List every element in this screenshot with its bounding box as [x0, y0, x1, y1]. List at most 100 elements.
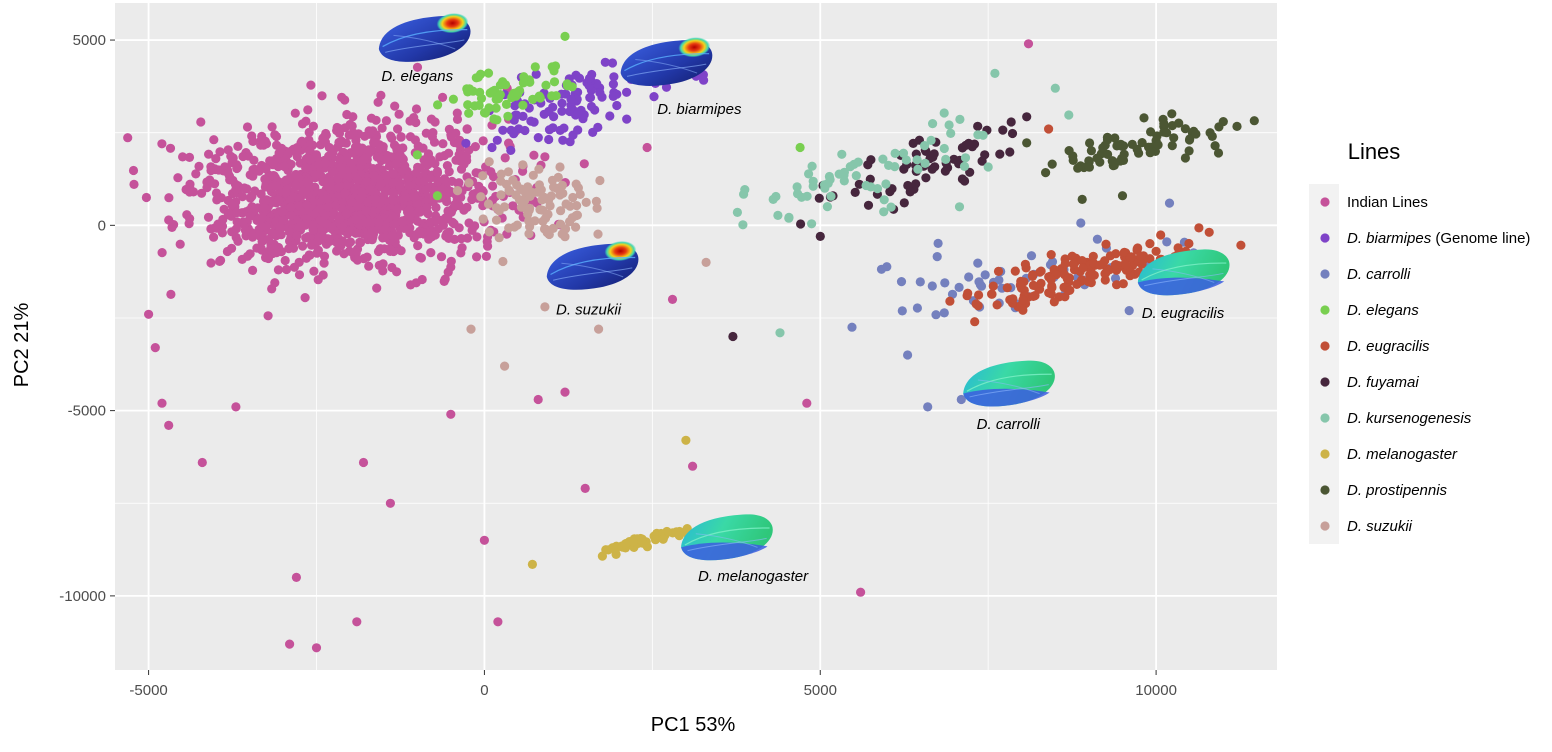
data-point — [612, 100, 622, 111]
y-tick-label: 5000 — [73, 32, 106, 49]
data-point — [423, 160, 433, 170]
data-point — [396, 246, 406, 256]
data-point — [471, 73, 481, 83]
data-point — [479, 535, 489, 545]
data-point — [378, 266, 388, 276]
data-point — [899, 198, 909, 208]
data-point — [334, 214, 344, 224]
data-point — [494, 233, 504, 243]
data-point — [941, 154, 951, 164]
data-point — [216, 255, 226, 265]
data-point — [608, 543, 618, 553]
data-point — [284, 244, 294, 254]
data-point — [1002, 283, 1012, 293]
data-point — [1102, 132, 1112, 142]
series-d-kursenogenesis — [732, 68, 1074, 338]
data-point — [281, 175, 291, 185]
data-point — [466, 324, 476, 334]
data-point — [496, 169, 506, 179]
data-point — [595, 175, 605, 186]
data-point — [184, 152, 195, 162]
data-point — [496, 190, 506, 200]
data-point — [940, 278, 950, 288]
data-point — [283, 149, 293, 159]
data-point — [128, 165, 139, 176]
data-point — [1145, 148, 1155, 158]
data-point — [362, 252, 372, 262]
data-point — [927, 164, 937, 174]
data-point — [259, 203, 269, 213]
legend-label: D. fuyamai — [1347, 374, 1419, 391]
data-point — [228, 153, 238, 163]
data-point — [881, 179, 891, 189]
data-point — [474, 181, 484, 191]
data-point — [947, 289, 958, 299]
legend-item: D. eugracilis — [1320, 338, 1430, 355]
x-tick-label: 10000 — [1135, 682, 1177, 699]
data-point — [886, 202, 896, 212]
data-point — [375, 143, 385, 153]
data-point — [1132, 144, 1142, 154]
data-point — [571, 179, 581, 189]
data-point — [411, 168, 421, 178]
data-point — [261, 253, 271, 263]
data-point — [560, 387, 570, 397]
data-point — [470, 142, 480, 152]
data-point — [409, 192, 419, 202]
data-point — [184, 219, 194, 229]
wing-image — [963, 360, 1055, 407]
data-point — [362, 197, 372, 207]
data-point — [439, 276, 449, 286]
wing-image — [1137, 249, 1230, 296]
data-point — [376, 178, 386, 189]
data-point — [321, 130, 331, 140]
data-point — [157, 398, 167, 408]
data-point — [1236, 240, 1246, 250]
data-point — [549, 112, 559, 122]
data-point — [209, 232, 219, 242]
data-point — [1180, 124, 1190, 134]
data-point — [313, 236, 323, 247]
data-point — [261, 196, 271, 206]
data-point — [340, 188, 350, 198]
data-point — [292, 231, 302, 241]
data-point — [432, 166, 442, 176]
data-point — [433, 175, 443, 185]
data-point — [926, 135, 936, 145]
data-point — [1167, 109, 1177, 119]
data-point — [419, 176, 429, 187]
data-point — [946, 128, 956, 138]
data-point — [890, 162, 900, 172]
data-point — [305, 154, 315, 165]
data-point — [238, 151, 248, 162]
data-point — [826, 191, 836, 201]
data-point — [954, 202, 965, 212]
data-point — [284, 227, 295, 237]
data-point — [367, 235, 377, 245]
data-point — [438, 92, 448, 102]
data-point — [1008, 294, 1018, 304]
data-point — [784, 212, 794, 222]
data-point — [642, 142, 652, 153]
data-point — [211, 154, 221, 164]
x-tick-label: 0 — [480, 682, 488, 699]
data-point — [271, 181, 281, 191]
data-point — [773, 210, 783, 220]
data-point — [728, 331, 738, 342]
data-point — [573, 125, 583, 135]
data-point — [814, 193, 824, 203]
data-point — [530, 62, 540, 72]
data-point — [1005, 147, 1015, 157]
data-point — [1065, 285, 1075, 295]
data-point — [931, 310, 941, 320]
data-point — [260, 174, 270, 184]
data-point — [381, 170, 391, 180]
data-point — [529, 150, 539, 160]
data-point — [562, 81, 573, 91]
data-point — [775, 328, 785, 338]
data-point — [558, 135, 568, 145]
data-point — [157, 139, 167, 149]
x-axis-ticks: -5000 0 5000 10000 — [129, 670, 1177, 699]
data-point — [491, 215, 502, 225]
data-point — [393, 124, 403, 134]
